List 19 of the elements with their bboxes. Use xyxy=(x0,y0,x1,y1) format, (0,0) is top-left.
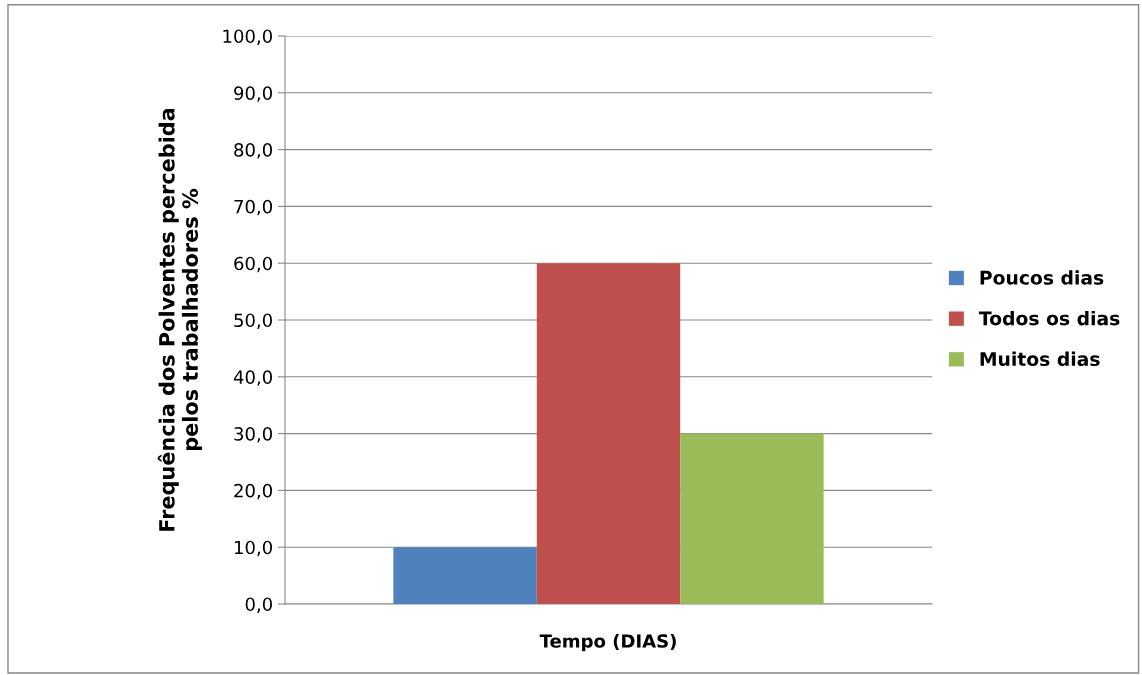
y-tick-label: 10,0 xyxy=(234,540,272,557)
legend-label: Todos os dias xyxy=(978,310,1120,326)
y-tick-label: 80,0 xyxy=(234,143,272,159)
y-tick-label: 40,0 xyxy=(233,370,272,386)
bar xyxy=(536,263,681,604)
y-tick-label: 50,0 xyxy=(234,313,272,329)
y-tick-label: 90,0 xyxy=(234,86,272,102)
legend-label: Poucos dias xyxy=(980,270,1104,285)
y-tick-label: 0,0 xyxy=(245,597,272,613)
y-axis-title: Frequência dos Polventes percebida pelos trabalhadores % xyxy=(157,108,203,531)
y-tick-label: 70,0 xyxy=(234,199,272,216)
bar xyxy=(680,433,824,604)
y-tick-label: 60,0 xyxy=(234,256,272,273)
bar xyxy=(393,547,537,604)
x-axis-title: Tempo (DIAS) xyxy=(539,633,676,652)
y-tick-label: 100,0 xyxy=(223,29,272,45)
y-tick-label: 30,0 xyxy=(234,427,272,443)
legend-label: Muitos dias xyxy=(980,351,1100,367)
y-tick-label: 20,0 xyxy=(234,483,272,500)
